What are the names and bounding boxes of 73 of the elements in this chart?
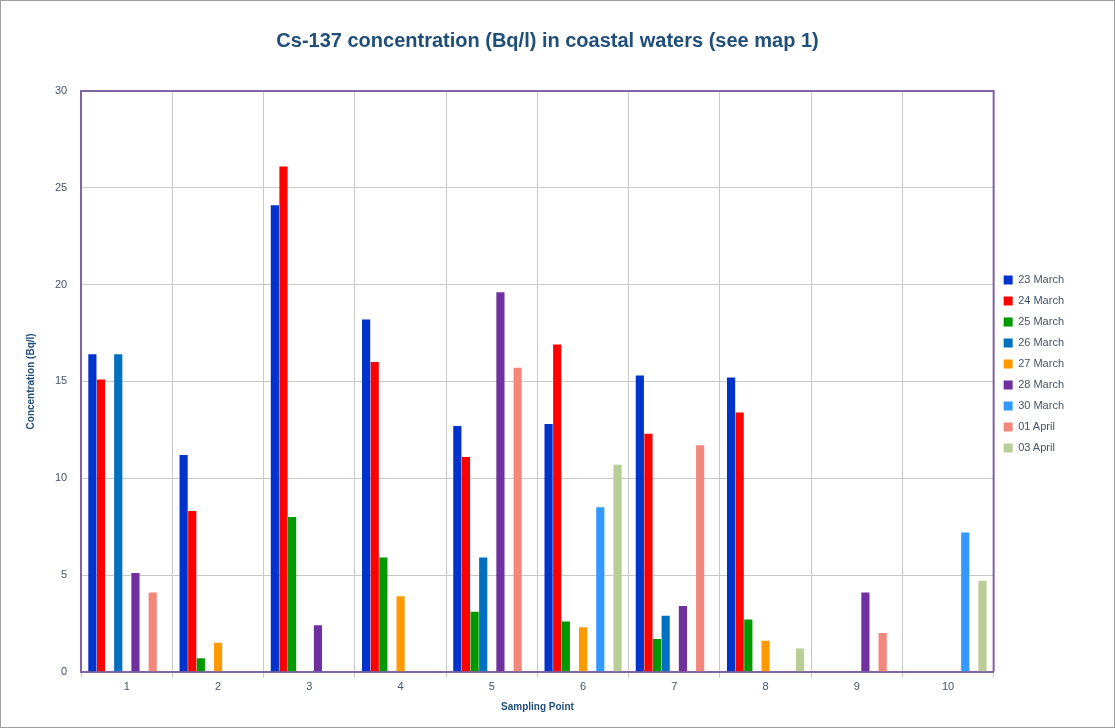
bar <box>561 621 570 672</box>
bar <box>761 640 770 672</box>
y-tick-label: 10 <box>54 471 68 484</box>
bar <box>188 511 197 672</box>
x-tick-label: 3 <box>306 680 313 693</box>
bar <box>114 354 123 672</box>
bar <box>496 292 505 672</box>
bar <box>744 619 753 672</box>
legend-label: 24 March <box>1018 294 1065 307</box>
bar <box>861 592 870 672</box>
legend-label: 30 March <box>1018 399 1065 412</box>
bar <box>196 658 205 672</box>
bar <box>453 425 462 672</box>
legend-label: 25 March <box>1018 315 1065 328</box>
bar <box>88 354 97 672</box>
legend-label: 03 April <box>1018 441 1055 454</box>
x-tick-label: 1 <box>123 680 130 693</box>
bar <box>479 557 488 672</box>
bar <box>362 319 371 672</box>
bar <box>313 625 323 672</box>
bar <box>96 379 106 672</box>
x-axis-title: Sampling Point <box>501 700 575 712</box>
legend-label: 27 March <box>1018 357 1065 370</box>
bar <box>470 611 479 672</box>
bar <box>613 464 622 672</box>
bar <box>270 205 279 672</box>
bar <box>696 445 705 672</box>
bar <box>370 362 379 672</box>
bar <box>652 638 662 672</box>
y-tick-label: 30 <box>54 84 68 97</box>
bar <box>513 367 522 672</box>
x-tick-label: 8 <box>762 680 769 693</box>
legend-label: 23 March <box>1018 273 1065 286</box>
bar <box>578 627 588 672</box>
bar <box>379 557 388 672</box>
bar <box>396 596 405 672</box>
y-tick-label: 25 <box>54 180 68 193</box>
bar <box>148 592 157 672</box>
y-tick-label: 20 <box>54 277 68 290</box>
bar <box>644 433 653 672</box>
bar <box>553 344 562 672</box>
bar <box>288 516 297 672</box>
bar <box>795 648 805 672</box>
x-tick-label: 9 <box>853 680 860 693</box>
y-axis-title: Concentration (Bq/l) <box>24 333 36 430</box>
bar <box>726 377 736 672</box>
x-tick-label: 10 <box>941 680 955 693</box>
bar <box>279 166 288 672</box>
bar <box>661 615 670 672</box>
legend-label: 28 March <box>1018 378 1065 391</box>
x-tick-label: 4 <box>397 680 404 693</box>
bar <box>635 375 644 672</box>
y-tick-label: 5 <box>61 568 68 581</box>
bar <box>978 580 987 672</box>
x-tick-label: 6 <box>580 680 587 693</box>
legend-label: 26 March <box>1018 336 1065 349</box>
bar <box>961 532 970 672</box>
y-tick-label: 15 <box>54 374 68 387</box>
bar <box>596 507 605 672</box>
bar <box>461 456 471 672</box>
bar <box>735 412 744 672</box>
x-tick-label: 7 <box>671 680 678 693</box>
bar <box>678 605 688 672</box>
bar <box>179 454 188 672</box>
chart-title: Cs-137 concentration (Bq/l) in coastal waters (see map 1) <box>276 28 819 51</box>
x-tick-label: 2 <box>215 680 222 693</box>
bar <box>544 423 553 672</box>
bar <box>214 642 223 672</box>
bar <box>878 633 887 672</box>
legend-label: 01 April <box>1018 420 1055 433</box>
bar <box>131 573 140 672</box>
y-tick-label: 0 <box>61 664 68 677</box>
x-tick-label: 5 <box>488 680 495 693</box>
